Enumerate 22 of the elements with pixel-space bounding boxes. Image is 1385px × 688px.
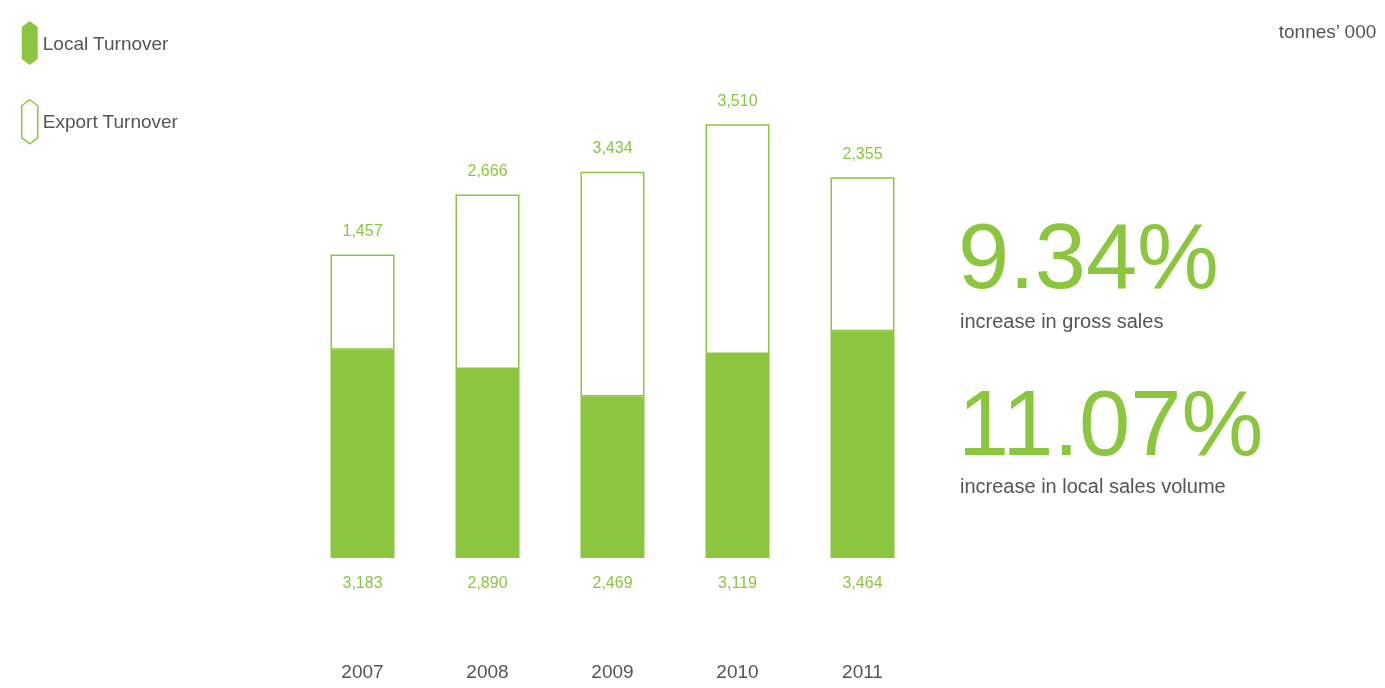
legend-label: Local Turnover	[42, 32, 170, 54]
data-label: 3,119	[718, 573, 758, 591]
text: increase in local sales volume	[960, 475, 1226, 497]
data-label: 3,464	[842, 573, 883, 591]
legend-label: Export Turnover	[42, 111, 179, 133]
data-label: 2,355	[842, 144, 883, 162]
data-label: 1,457	[342, 221, 383, 239]
data-label: 3,510	[717, 91, 758, 109]
x-tick-label: 2011	[842, 661, 883, 682]
data-label: 2,890	[467, 573, 508, 591]
text: increase in gross sales	[960, 310, 1164, 332]
x-tick-label: 2008	[466, 661, 509, 682]
text: tonnes’ 000	[1278, 21, 1377, 42]
x-tick-label: 2009	[591, 661, 634, 682]
text: 11.07%	[958, 372, 1264, 474]
data-label: 3,434	[592, 139, 633, 157]
data-label: 3,183	[342, 573, 383, 591]
data-label: 2,469	[592, 573, 633, 591]
x-tick-label: 2007	[341, 661, 384, 682]
data-label: 2,666	[467, 161, 508, 179]
text: 9.34%	[958, 205, 1219, 307]
x-tick-label: 2010	[716, 661, 759, 682]
